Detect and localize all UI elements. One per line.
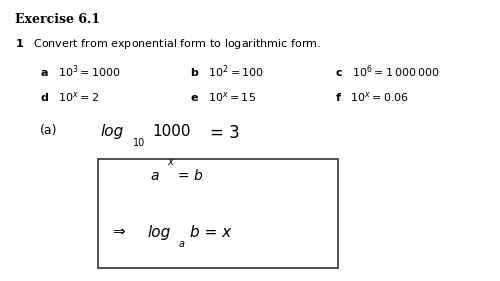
Text: = 3: = 3 — [210, 124, 240, 142]
Text: x: x — [168, 157, 173, 167]
Text: $\mathbf{f}$   $10^x = 0.06$: $\mathbf{f}$ $10^x = 0.06$ — [335, 90, 409, 104]
Text: b = x: b = x — [190, 225, 231, 240]
Text: $\mathbf{c}$   $10^6 = 1\,000\,000$: $\mathbf{c}$ $10^6 = 1\,000\,000$ — [335, 63, 440, 80]
FancyBboxPatch shape — [98, 159, 338, 268]
Text: a: a — [179, 239, 185, 249]
Text: (a): (a) — [40, 124, 58, 137]
Text: a: a — [150, 169, 158, 183]
Text: 10: 10 — [132, 138, 145, 148]
Text: Exercise 6.1: Exercise 6.1 — [15, 13, 100, 26]
Text: 1000: 1000 — [152, 124, 191, 139]
Text: log: log — [100, 124, 123, 139]
Text: $\mathbf{e}$   $10^x = 15$: $\mathbf{e}$ $10^x = 15$ — [190, 90, 256, 104]
Text: $\mathbf{a}$   $10^3 = 1000$: $\mathbf{a}$ $10^3 = 1000$ — [40, 63, 121, 80]
Text: $\mathbf{d}$   $10^x = 2$: $\mathbf{d}$ $10^x = 2$ — [40, 90, 100, 104]
Text: $\mathbf{b}$   $10^2 = 100$: $\mathbf{b}$ $10^2 = 100$ — [190, 63, 264, 80]
Text: = b: = b — [178, 169, 202, 183]
Text: $\mathbf{1}$   Convert from exponential form to logarithmic form.: $\mathbf{1}$ Convert from exponential fo… — [15, 37, 321, 51]
Text: log: log — [148, 225, 171, 240]
Text: ⇒: ⇒ — [112, 225, 125, 240]
